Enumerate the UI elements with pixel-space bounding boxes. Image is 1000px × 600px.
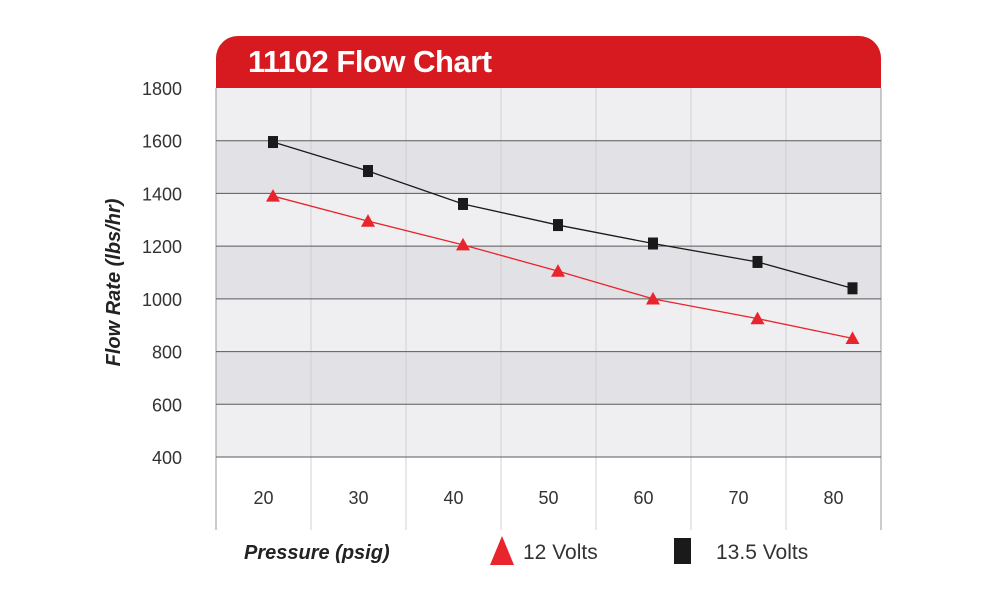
x-tick-label: 30: [348, 488, 368, 508]
data-point-12-volts: [266, 189, 280, 202]
plot-band: [216, 88, 881, 141]
y-tick-label: 800: [152, 343, 182, 363]
plot-band: [216, 351, 881, 405]
x-tick-label: 50: [538, 488, 558, 508]
data-point-12-volts: [456, 237, 470, 251]
y-axis-label: Flow Rate (lbs/hr): [103, 198, 125, 366]
data-point-13-5-volts: [458, 197, 468, 210]
data-point-12-volts: [551, 264, 565, 277]
y-tick-label: 1600: [142, 132, 182, 152]
plot-band: [216, 193, 881, 247]
legend-label-13-5-volts: 13.5 Volts: [716, 541, 808, 564]
x-tick-label: 80: [823, 488, 843, 508]
x-tick-label: 40: [443, 488, 463, 508]
data-point-12-volts: [750, 311, 765, 325]
data-point-13-5-volts: [268, 136, 278, 149]
y-tick-label: 1200: [142, 237, 182, 257]
data-point-13-5-volts: [363, 165, 373, 178]
data-point-13-5-volts: [752, 255, 763, 268]
y-tick-label: 1800: [142, 79, 182, 99]
plot-band: [216, 246, 881, 299]
legend-marker-12-volts: [490, 536, 514, 565]
data-point-13-5-volts: [553, 219, 563, 232]
legend-label-12-volts: 12 Volts: [523, 541, 598, 564]
data-point-13-5-volts: [648, 237, 658, 250]
data-point-13-5-volts: [847, 282, 858, 295]
y-tick-label: 1000: [142, 290, 182, 310]
y-tick-label: 600: [152, 395, 182, 415]
x-tick-label: 60: [633, 488, 653, 508]
x-tick-label: 20: [253, 488, 273, 508]
plot-band: [216, 404, 881, 457]
legend-marker-13-5-volts: [674, 538, 691, 564]
plot-band: [216, 140, 881, 194]
y-tick-label: 400: [152, 448, 182, 468]
data-point-12-volts: [845, 331, 860, 344]
chart-title: 11102 Flow Chart: [248, 44, 492, 79]
y-tick-label: 1400: [142, 184, 182, 204]
data-point-12-volts: [646, 291, 660, 305]
x-axis-label: Pressure (psig): [244, 542, 390, 564]
chart-title-banner: 11102 Flow Chart: [216, 36, 881, 88]
x-tick-label: 70: [728, 488, 748, 508]
data-point-12-volts: [361, 214, 375, 227]
plot-band: [216, 298, 881, 352]
